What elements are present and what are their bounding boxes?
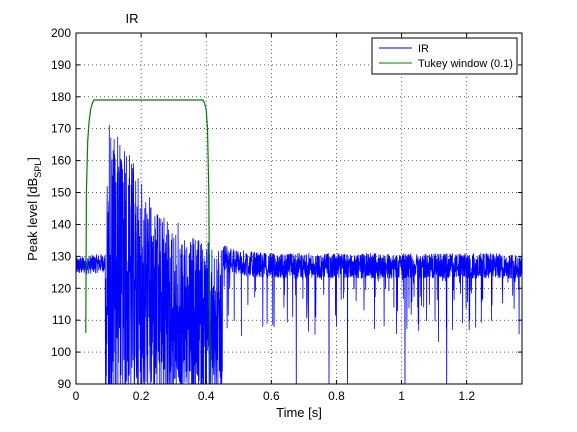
- y-tick-label: 130: [51, 249, 71, 263]
- y-tick-label: 170: [51, 122, 71, 136]
- x-tick-label: 0: [73, 389, 80, 403]
- y-tick-label: 150: [51, 186, 71, 200]
- series-group: [76, 99, 522, 384]
- chart-title: IR: [126, 11, 139, 26]
- y-axis-label-main: Peak level [dB: [25, 178, 40, 261]
- y-tick-label: 110: [52, 313, 71, 327]
- x-tick-label: 0.8: [328, 389, 345, 403]
- legend-label-ir: IR: [418, 43, 429, 55]
- x-tick-label: 0.4: [198, 389, 215, 403]
- ticks: 0 0.2 0.4 0.6 0.8 1 1.2 90 100 110 120 130 140 150 160…: [51, 26, 522, 403]
- legend-label-tukey: Tukey window (0.1): [418, 58, 513, 70]
- x-axis-label: Time [s]: [276, 405, 322, 420]
- x-tick-label: 1: [398, 389, 405, 403]
- y-tick-label: 120: [51, 281, 71, 295]
- y-tick-label: 160: [51, 154, 71, 168]
- y-tick-label: 180: [51, 90, 71, 104]
- x-tick-label: 0.6: [263, 389, 280, 403]
- x-tick-label: 1.2: [458, 389, 475, 403]
- y-tick-label: 100: [51, 345, 71, 359]
- series-tukey-line: [85, 99, 211, 384]
- x-tick-label: 0.2: [133, 389, 150, 403]
- y-axis-label-subscript: SPL: [33, 161, 43, 178]
- y-axis-label-end: ]: [25, 157, 40, 161]
- y-axis-label: Peak level [dBSPL]: [25, 157, 43, 261]
- y-tick-label: 140: [51, 217, 71, 231]
- legend: IR Tukey window (0.1): [371, 37, 518, 75]
- legend-box: [371, 37, 518, 75]
- y-tick-label: 90: [58, 377, 72, 391]
- y-tick-label: 190: [51, 58, 71, 72]
- plot-frame: [75, 32, 523, 385]
- series-ir-line: [76, 124, 522, 384]
- y-tick-label: 200: [51, 26, 71, 40]
